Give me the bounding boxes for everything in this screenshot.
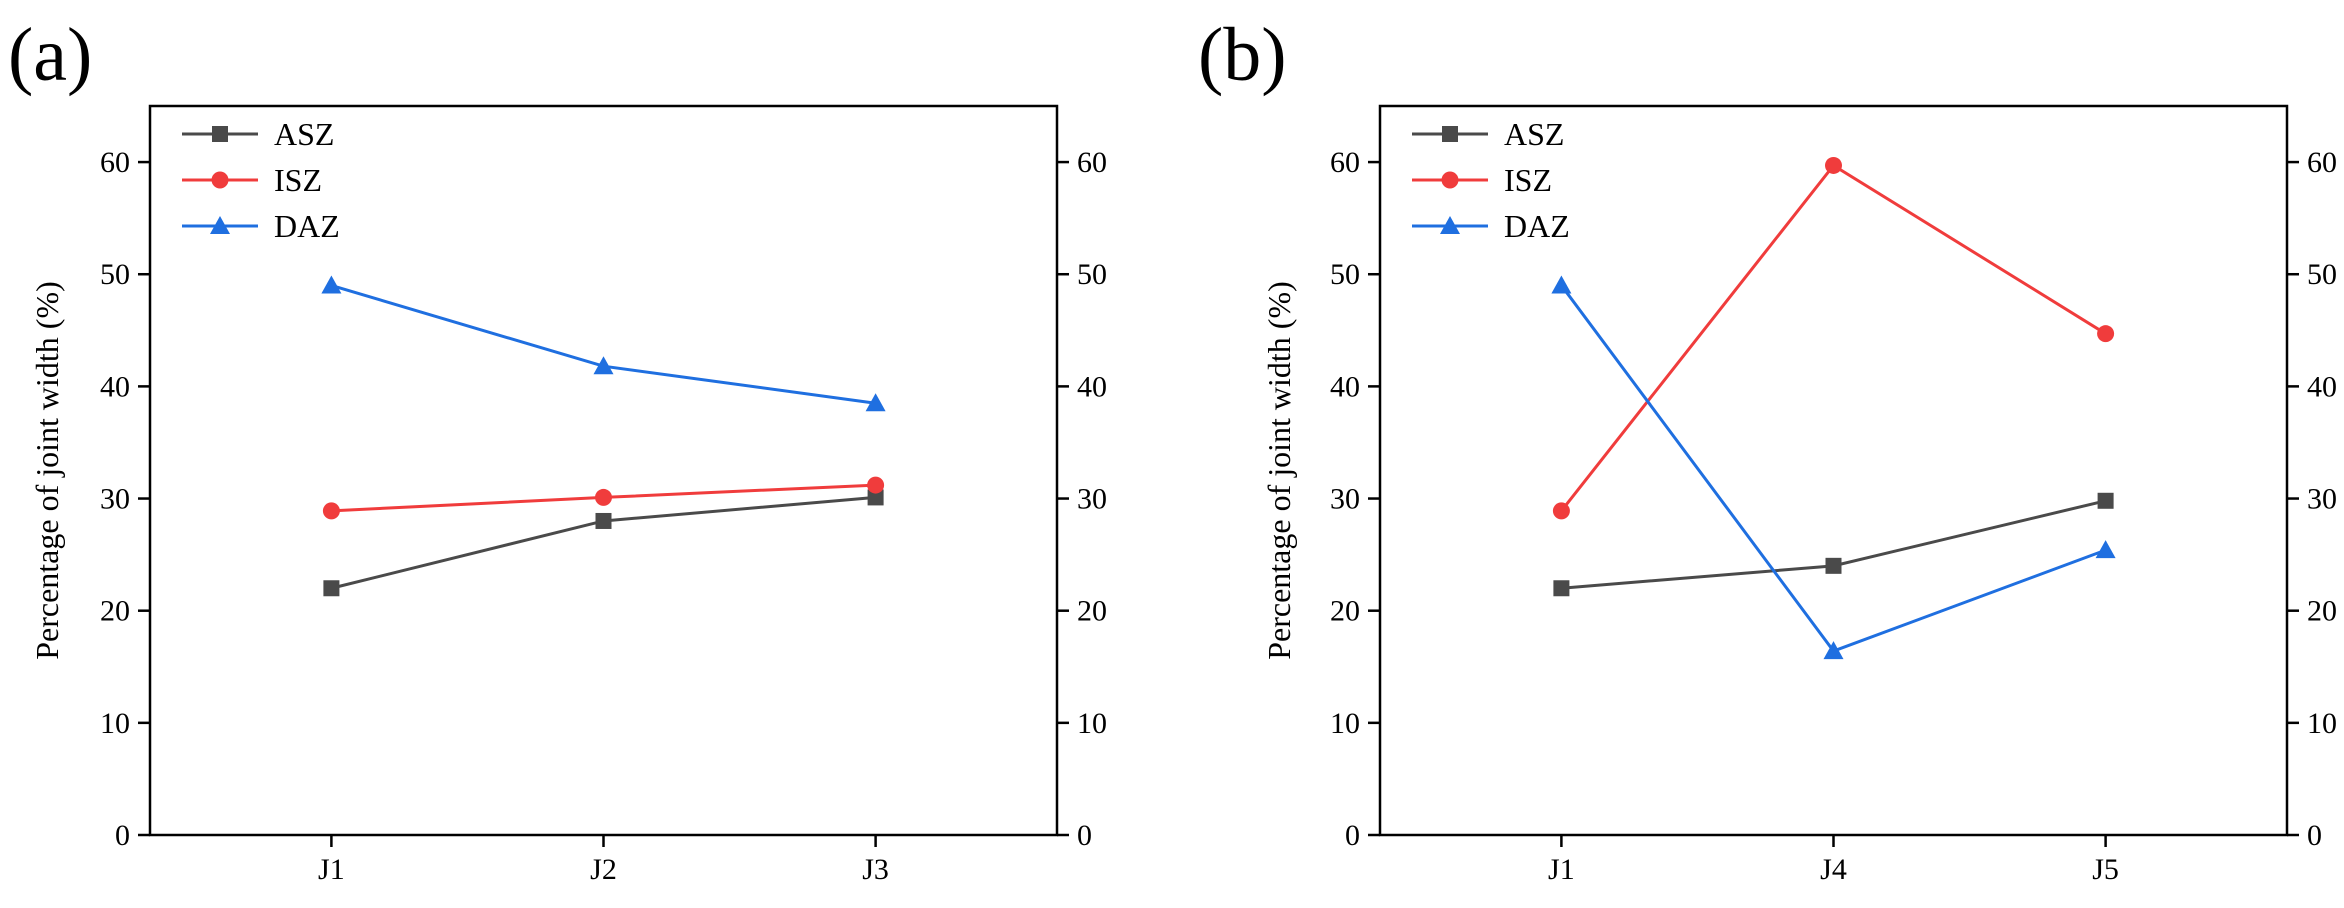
y-tick-label-right: 0 bbox=[1077, 819, 1092, 852]
y-tick-label-left: 50 bbox=[100, 258, 130, 291]
panel-label: (a) bbox=[8, 13, 92, 97]
data-point-daz bbox=[321, 275, 342, 294]
series-line-daz bbox=[1560, 284, 2107, 653]
y-tick-label-right: 40 bbox=[1077, 370, 1107, 403]
data-point-isz bbox=[595, 488, 612, 506]
chart-panel-a: (a) 0 0 10 10 20 20 30 30 40 40 50 50 60 60 J1 J2 J3 Perce… bbox=[8, 13, 1107, 886]
x-tick-label: J5 bbox=[2092, 853, 2119, 886]
data-point-daz bbox=[865, 393, 886, 412]
data-point-asz bbox=[1825, 557, 1842, 574]
data-point-asz bbox=[1553, 580, 1570, 597]
y-tick-label-left: 40 bbox=[100, 370, 130, 403]
y-tick-label-right: 0 bbox=[2307, 819, 2322, 852]
legend-label: ISZ bbox=[1504, 162, 1552, 198]
y-tick-label-right: 30 bbox=[1077, 483, 1107, 516]
y-tick-label-left: 10 bbox=[100, 707, 130, 740]
y-tick-label-right: 10 bbox=[2307, 707, 2337, 740]
data-point-isz bbox=[867, 476, 885, 494]
y-tick-label-right: 60 bbox=[2307, 146, 2337, 179]
legend-marker bbox=[212, 126, 228, 142]
y-tick-label-right: 50 bbox=[2307, 258, 2337, 291]
series-line-asz bbox=[331, 495, 876, 590]
series-isz bbox=[1552, 156, 2115, 520]
x-tick-label: J1 bbox=[1548, 853, 1575, 886]
data-point-daz bbox=[593, 356, 614, 375]
legend-label: ISZ bbox=[274, 162, 322, 198]
x-tick-label: J3 bbox=[862, 853, 889, 886]
y-axis-title: Percentage of joint width (%) bbox=[1261, 281, 1297, 660]
y-tick-label-right: 10 bbox=[1077, 707, 1107, 740]
series-line-asz bbox=[1561, 499, 2106, 590]
x-tick-label: J2 bbox=[590, 853, 617, 886]
y-tick-label-left: 0 bbox=[1345, 819, 1360, 852]
legend-label: ASZ bbox=[274, 116, 334, 152]
data-point-asz bbox=[2097, 492, 2114, 509]
y-tick-label-left: 20 bbox=[1330, 595, 1360, 628]
data-point-daz bbox=[1551, 275, 1572, 294]
series-daz bbox=[321, 275, 886, 412]
legend-marker bbox=[210, 216, 230, 234]
series-isz bbox=[322, 476, 885, 520]
data-point-asz bbox=[323, 580, 340, 597]
legend-label: ASZ bbox=[1504, 116, 1564, 152]
legend-marker bbox=[1442, 126, 1458, 142]
y-tick-label-left: 0 bbox=[115, 819, 130, 852]
chart-panel-b: (b) 0 0 10 10 20 20 30 30 40 40 50 50 60 60 J1 J4 J5 Perce… bbox=[1198, 13, 2337, 886]
legend-label: DAZ bbox=[1504, 208, 1570, 244]
data-point-asz bbox=[867, 489, 884, 506]
y-tick-label-left: 50 bbox=[1330, 258, 1360, 291]
x-tick-label: J4 bbox=[1820, 853, 1847, 886]
y-tick-label-left: 30 bbox=[1330, 483, 1360, 516]
y-tick-label-left: 60 bbox=[100, 146, 130, 179]
panel-label: (b) bbox=[1198, 13, 1287, 97]
y-tick-label-right: 50 bbox=[1077, 258, 1107, 291]
data-point-isz bbox=[322, 502, 340, 520]
data-point-isz bbox=[1825, 156, 1842, 174]
y-tick-label-left: 60 bbox=[1330, 146, 1360, 179]
y-tick-label-left: 10 bbox=[1330, 707, 1360, 740]
y-tick-label-right: 30 bbox=[2307, 483, 2337, 516]
data-point-asz bbox=[595, 512, 612, 529]
series-daz bbox=[1551, 275, 2116, 660]
legend-marker bbox=[1441, 171, 1459, 189]
y-axis-title: Percentage of joint width (%) bbox=[29, 281, 65, 660]
data-point-isz bbox=[1552, 502, 1570, 520]
y-tick-label-right: 60 bbox=[1077, 146, 1107, 179]
series-line-daz bbox=[330, 284, 876, 405]
series-asz bbox=[323, 489, 884, 597]
data-point-daz bbox=[1823, 641, 1844, 660]
x-tick-label: J1 bbox=[318, 853, 345, 886]
series-line-isz bbox=[1560, 163, 2107, 512]
y-tick-label-left: 20 bbox=[100, 595, 130, 628]
y-tick-label-right: 20 bbox=[2307, 595, 2337, 628]
series-asz bbox=[1553, 492, 2114, 597]
y-tick-label-left: 30 bbox=[100, 483, 130, 516]
data-point-isz bbox=[2097, 325, 2115, 343]
y-tick-label-right: 40 bbox=[2307, 370, 2337, 403]
y-tick-label-left: 40 bbox=[1330, 370, 1360, 403]
y-tick-label-right: 20 bbox=[1077, 595, 1107, 628]
legend-marker bbox=[1440, 216, 1460, 234]
legend-label: DAZ bbox=[274, 208, 340, 244]
legend-marker bbox=[211, 171, 229, 189]
data-point-daz bbox=[2095, 540, 2116, 559]
